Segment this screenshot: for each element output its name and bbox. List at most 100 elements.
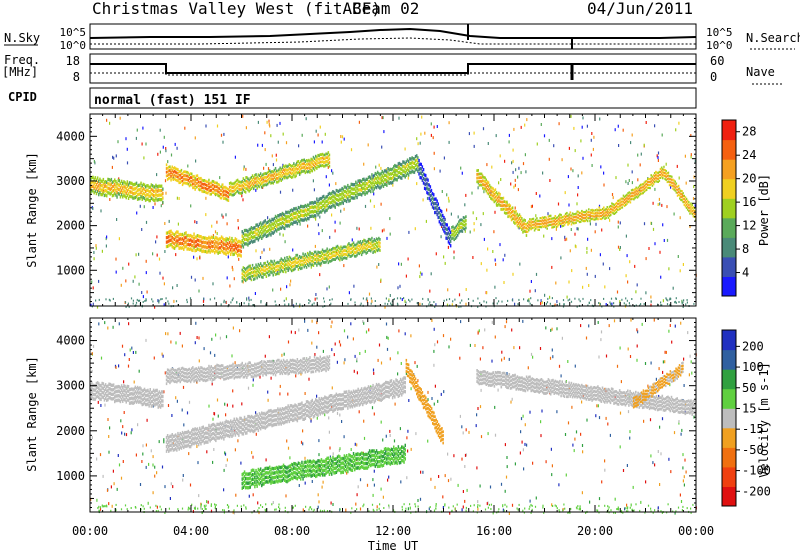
echo-cell	[253, 274, 255, 278]
echo-cell	[596, 208, 598, 211]
echo-cell	[356, 186, 358, 191]
echo-cell	[426, 190, 428, 195]
echo-cell	[425, 182, 427, 187]
scatter-echo	[152, 455, 154, 459]
echo-cell	[256, 223, 258, 227]
scatter-echo	[479, 484, 481, 488]
echo-cell	[225, 186, 227, 190]
scatter-echo	[257, 120, 259, 124]
echo-cell	[102, 182, 105, 186]
echo-cell	[312, 210, 315, 214]
echo-cell	[609, 205, 612, 208]
scatter-echo	[227, 255, 229, 259]
echo-cell	[561, 219, 564, 222]
echo-cell	[127, 192, 130, 196]
echo-cell	[288, 170, 291, 174]
scatter-echo	[477, 407, 479, 410]
echo-cell	[269, 262, 271, 265]
scatter-echo	[679, 493, 681, 497]
echo-cell	[303, 158, 305, 162]
scatter-echo	[525, 170, 527, 174]
echo-cell	[134, 187, 137, 191]
echo-cell	[296, 208, 299, 212]
scatter-echo	[182, 385, 185, 389]
echo-cell	[683, 197, 685, 200]
echo-cell	[185, 240, 187, 244]
scatter-echo	[194, 341, 196, 345]
scatter-echo	[654, 187, 656, 191]
near-range-echo	[527, 299, 529, 302]
echo-cell	[397, 162, 400, 166]
echo-cell	[269, 176, 271, 180]
echo-cell	[590, 215, 592, 218]
echo-cell	[486, 187, 489, 191]
echo-cell	[341, 200, 343, 204]
echo-cell	[309, 214, 311, 219]
scatter-echo	[366, 483, 369, 487]
echo-cell	[302, 256, 304, 259]
scatter-echo	[98, 322, 100, 326]
echo-cell	[575, 212, 577, 215]
echo-cell	[248, 182, 250, 186]
echo-cell	[622, 200, 625, 203]
near-range-echo	[411, 298, 413, 301]
echo-cell	[324, 201, 326, 205]
echo-cell	[259, 269, 262, 273]
echo-cell	[223, 189, 225, 193]
scatter-echo	[502, 508, 504, 512]
scatter-echo	[419, 141, 421, 145]
echo-cell	[127, 187, 130, 192]
echo-cell	[93, 186, 95, 190]
echo-cell	[98, 184, 100, 188]
echo-cell	[131, 181, 133, 186]
scatter-echo	[466, 488, 468, 492]
echo-cell	[477, 169, 479, 172]
echo-cell	[363, 242, 365, 246]
scatter-echo	[175, 396, 177, 400]
echo-cell	[193, 182, 195, 186]
echo-cell	[204, 190, 207, 194]
echo-cell	[293, 268, 295, 272]
echo-cell	[176, 167, 178, 171]
echo-cell	[356, 191, 358, 195]
scatter-echo	[656, 154, 658, 158]
echo-cell	[376, 245, 379, 249]
echo-cell	[305, 266, 308, 269]
near-range-echo	[293, 305, 295, 308]
echo-cell	[561, 222, 564, 225]
echo-cell	[643, 181, 646, 184]
echo-cell	[302, 263, 304, 267]
echo-cell	[321, 252, 324, 255]
echo-cell	[665, 178, 667, 181]
scatter-echo	[334, 229, 336, 233]
echo-cell	[298, 165, 301, 169]
echo-cell	[375, 237, 378, 241]
near-range-echo	[405, 301, 407, 304]
echo-cell	[178, 170, 180, 173]
echo-cell	[446, 236, 448, 240]
echo-cell	[324, 161, 326, 164]
echo-cell	[223, 238, 225, 242]
scatter-echo	[552, 355, 554, 359]
echo-cell	[292, 175, 294, 179]
echo-cell	[321, 256, 324, 259]
echo-cell	[171, 176, 173, 180]
echo-cell	[166, 166, 169, 170]
echo-cell	[270, 174, 272, 178]
echo-cell	[390, 172, 393, 176]
echo-cell	[333, 195, 335, 199]
echo-cell	[289, 264, 292, 267]
echo-cell	[547, 224, 550, 227]
scatter-echo	[540, 123, 542, 126]
echo-cell	[189, 183, 192, 187]
scatter-echo	[99, 507, 102, 511]
echo-cell	[210, 235, 212, 239]
echo-cell	[344, 185, 347, 189]
scatter-echo	[363, 162, 365, 166]
scatter-echo	[450, 212, 452, 216]
echo-cell	[422, 181, 425, 185]
echo-cell	[177, 235, 179, 239]
echo-cell	[239, 188, 241, 191]
echo-cell	[215, 249, 217, 253]
echo-cell	[157, 184, 159, 188]
